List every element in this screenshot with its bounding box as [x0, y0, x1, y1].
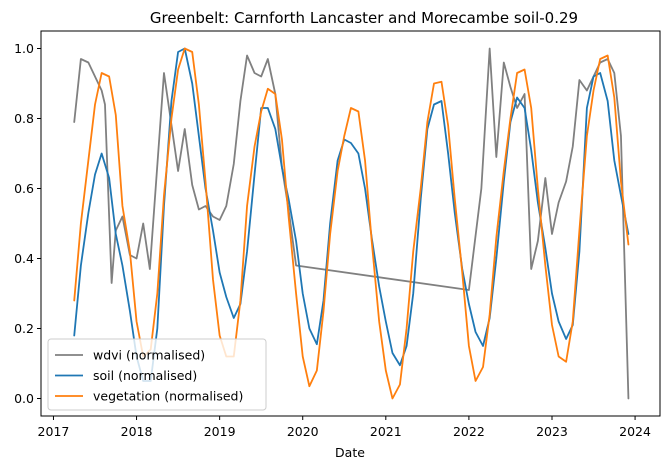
y-axis: 0.0 0.2 0.4 0.6 0.8 1.0 [14, 41, 41, 406]
chart-title: Greenbelt: Carnforth Lancaster and Morec… [150, 9, 578, 27]
plot-frame [40, 30, 661, 417]
y-tick-label-1: 0.2 [14, 321, 34, 336]
x-tick-label-2: 2019 [204, 424, 236, 439]
x-tick-label-3: 2020 [287, 424, 319, 439]
legend-label-0: wdvi (normalised) [93, 348, 205, 363]
legend: wdvi (normalised) soil (normalised) vegeta… [47, 338, 267, 411]
x-axis: 2017 2018 2019 2020 2021 2022 2023 2024 [38, 416, 651, 439]
legend-box [47, 338, 267, 411]
y-tick-label-5: 1.0 [14, 41, 34, 56]
x-tick-label-6: 2023 [536, 424, 568, 439]
x-tick-label-7: 2024 [619, 424, 651, 439]
legend-label-1: soil (normalised) [93, 368, 197, 383]
y-tick-label-2: 0.4 [14, 251, 34, 266]
x-tick-label-1: 2018 [121, 424, 153, 439]
x-tick-label-0: 2017 [38, 424, 70, 439]
x-tick-label-4: 2021 [370, 424, 402, 439]
series-line-2 [73, 47, 630, 400]
legend-label-2: vegetation (normalised) [93, 389, 243, 404]
x-axis-title: Date [335, 445, 365, 460]
y-tick-label-0: 0.0 [14, 391, 34, 406]
x-tick-label-5: 2022 [453, 424, 485, 439]
series-line-0 [73, 47, 630, 400]
series-layer [73, 47, 630, 400]
y-tick-label-4: 0.8 [14, 111, 34, 126]
y-tick-label-3: 0.6 [14, 181, 34, 196]
